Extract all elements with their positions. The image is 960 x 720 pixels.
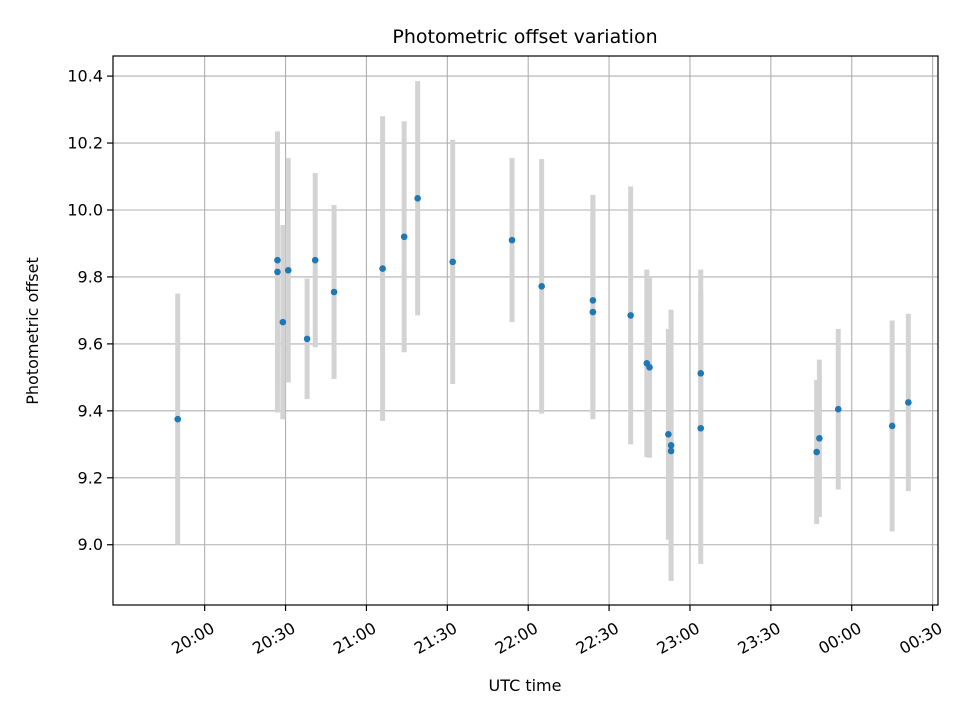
chart-title: Photometric offset variation bbox=[392, 26, 657, 48]
y-tick-label: 9.4 bbox=[78, 401, 103, 420]
y-tick-label: 10.2 bbox=[67, 134, 103, 153]
y-tick-label: 9.8 bbox=[78, 267, 103, 286]
y-tick-label: 10.0 bbox=[67, 200, 103, 219]
data-point bbox=[834, 405, 842, 413]
data-points bbox=[174, 194, 912, 456]
y-tick-label: 9.6 bbox=[78, 334, 103, 353]
data-point bbox=[697, 370, 705, 377]
data-point bbox=[449, 258, 457, 266]
y-tick-label: 10.4 bbox=[67, 67, 103, 86]
data-point bbox=[905, 399, 912, 406]
data-point bbox=[538, 283, 545, 290]
data-point bbox=[279, 318, 287, 326]
data-point bbox=[816, 434, 823, 442]
data-point bbox=[400, 233, 408, 241]
data-point bbox=[697, 424, 705, 432]
data-point bbox=[311, 256, 319, 264]
y-axis: 9.0 9.2 9.4 9.6 9.8 10.0 10.2 10.4 bbox=[67, 67, 113, 554]
data-point bbox=[414, 194, 421, 202]
data-point bbox=[627, 312, 634, 319]
data-point bbox=[667, 442, 675, 449]
data-point bbox=[303, 335, 311, 343]
data-point bbox=[813, 448, 820, 456]
data-point bbox=[174, 415, 182, 423]
data-point bbox=[589, 297, 597, 304]
data-point bbox=[667, 447, 675, 455]
data-point bbox=[379, 265, 386, 272]
data-point bbox=[330, 288, 338, 296]
grid bbox=[113, 56, 938, 605]
y-axis-label: Photometric offset bbox=[23, 257, 42, 405]
data-point bbox=[589, 308, 597, 316]
data-point bbox=[284, 266, 292, 274]
plot-frame bbox=[112, 55, 939, 606]
data-point bbox=[665, 430, 672, 438]
x-axis-label: UTC time bbox=[489, 676, 562, 695]
data-point bbox=[646, 364, 653, 371]
y-tick-label: 9.2 bbox=[78, 468, 103, 487]
y-tick-label: 9.0 bbox=[78, 535, 103, 554]
data-point bbox=[508, 236, 516, 244]
data-point bbox=[274, 256, 281, 264]
data-point bbox=[888, 422, 896, 430]
data-point bbox=[274, 268, 281, 276]
